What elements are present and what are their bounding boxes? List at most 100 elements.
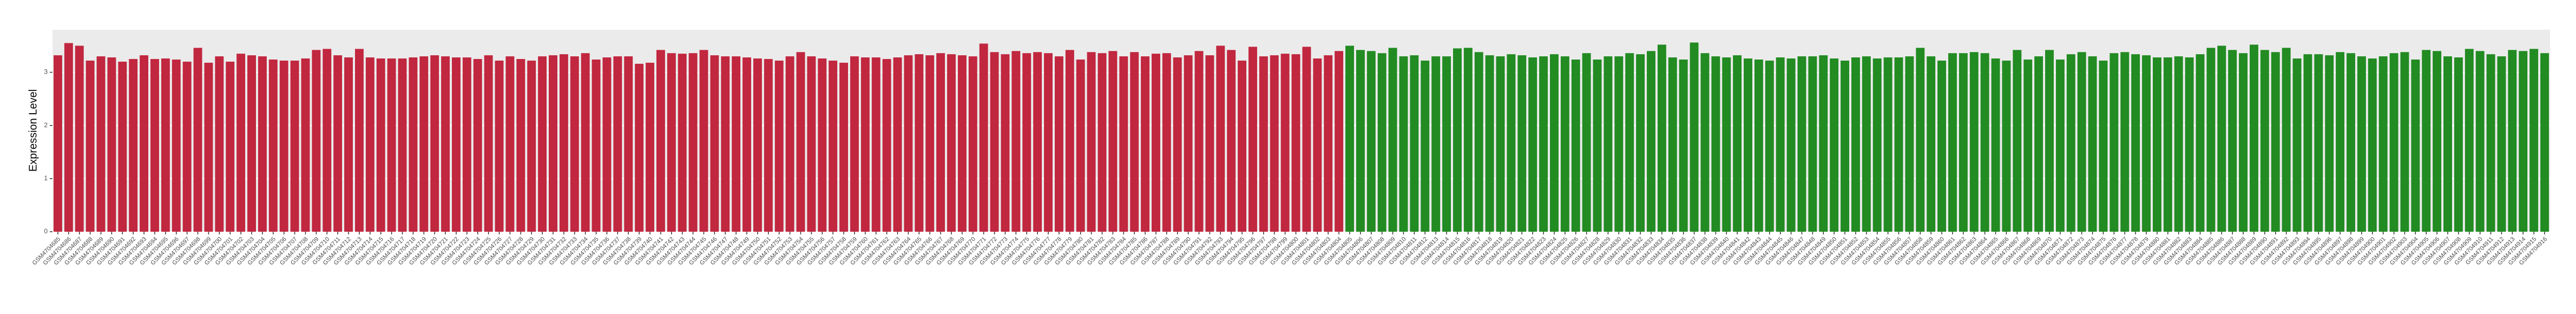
bar: [1786, 58, 1796, 232]
bar: [161, 58, 170, 232]
bar: [2185, 57, 2194, 232]
bar: [75, 45, 84, 232]
bar: [860, 57, 870, 232]
bar: [2465, 49, 2474, 232]
bar: [1528, 57, 1537, 232]
bar: [699, 50, 708, 232]
bar: [1647, 51, 1655, 232]
bar: [1582, 53, 1591, 232]
bar: [968, 56, 977, 232]
bar: [1507, 54, 1516, 232]
bar: [2099, 60, 2108, 232]
bar: [850, 56, 859, 232]
bar: [2529, 49, 2539, 232]
bar: [419, 56, 429, 232]
bar: [915, 54, 924, 232]
bar: [1421, 60, 1430, 232]
bar: [301, 58, 310, 232]
bar: [2519, 51, 2528, 232]
bars: [53, 42, 2549, 232]
bar: [570, 56, 579, 232]
bar: [2378, 56, 2388, 232]
bar: [1991, 58, 2000, 232]
bar: [2131, 54, 2140, 232]
bar: [688, 53, 698, 232]
bar: [1905, 56, 1914, 232]
bar: [462, 57, 471, 232]
bar: [785, 56, 794, 232]
bar: [1302, 47, 1311, 232]
bar: [354, 49, 364, 232]
bar: [495, 60, 504, 232]
bar: [1754, 59, 1763, 232]
bar: [516, 58, 525, 232]
bar: [2206, 48, 2216, 232]
bar: [204, 62, 213, 232]
bar: [96, 56, 106, 232]
bar: [1690, 42, 1699, 232]
bar: [365, 57, 374, 232]
bar: [1453, 48, 1462, 232]
bar: [1571, 59, 1580, 232]
bar: [2034, 56, 2043, 232]
bar: [990, 52, 999, 232]
bar: [215, 56, 224, 232]
bar: [538, 56, 547, 232]
bar: [2486, 54, 2495, 232]
bar: [656, 50, 665, 232]
bar: [2228, 50, 2237, 232]
bar: [1937, 60, 1947, 232]
bar: [53, 55, 62, 232]
bar: [1916, 48, 1925, 232]
bar: [129, 58, 138, 232]
bar: [2077, 52, 2086, 232]
bar: [818, 58, 827, 232]
bar: [2013, 50, 2022, 232]
bar: [1377, 53, 1386, 232]
bar: [344, 57, 353, 232]
bar: [1076, 59, 1085, 232]
bar: [1356, 50, 1365, 232]
bar: [1980, 53, 1989, 232]
bar: [1054, 56, 1063, 232]
bar: [2303, 54, 2312, 232]
bar: [1830, 58, 1839, 232]
bar: [2389, 53, 2398, 232]
bar: [1776, 57, 1785, 232]
bar: [2443, 56, 2452, 232]
bar: [1248, 47, 1257, 232]
bar: [323, 49, 332, 232]
bar: [150, 58, 159, 232]
bar: [2088, 56, 2097, 232]
bar: [505, 56, 515, 232]
bar: [796, 52, 805, 232]
bar: [279, 60, 288, 232]
bar: [667, 53, 676, 232]
bar: [1560, 56, 1569, 232]
bar: [925, 55, 935, 232]
bar: [452, 57, 461, 232]
bar: [2260, 50, 2269, 232]
bar: [2368, 58, 2377, 232]
bar: [290, 60, 299, 232]
bar: [527, 60, 536, 232]
bar: [1335, 51, 1344, 232]
bar: [559, 54, 568, 232]
bar: [1205, 55, 1214, 232]
bar: [1442, 56, 1451, 232]
bar: [721, 56, 730, 232]
y-axis-title: Expression Level: [27, 89, 39, 172]
bar: [829, 60, 838, 232]
bar: [774, 60, 784, 232]
bar: [2357, 56, 2366, 232]
bar: [1345, 45, 1354, 232]
bar: [2110, 53, 2119, 232]
bar: [2045, 50, 2054, 232]
bar: [2336, 52, 2345, 232]
bar: [1173, 57, 1182, 232]
bar: [1614, 56, 1624, 232]
bar: [1625, 53, 1634, 232]
bar: [1033, 52, 1042, 232]
bar: [624, 56, 633, 232]
